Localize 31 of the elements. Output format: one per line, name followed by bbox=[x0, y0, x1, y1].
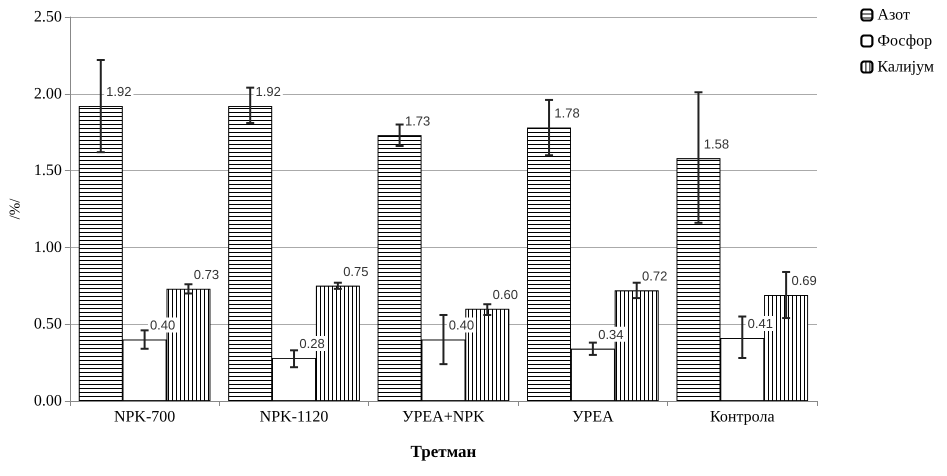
y-tick-label: 1.00 bbox=[34, 238, 62, 256]
data-label: 1.78 bbox=[554, 106, 580, 121]
data-label: 0.41 bbox=[748, 316, 773, 332]
data-label: 0.73 bbox=[194, 266, 220, 282]
y-tick-label: 1.50 bbox=[34, 162, 62, 180]
data-label: 0.60 bbox=[492, 286, 518, 302]
data-label: 0.34 bbox=[598, 326, 624, 342]
legend-label: Калијум bbox=[877, 58, 934, 76]
x-tick-label: NPK-1120 bbox=[260, 408, 328, 426]
x-axis-title: Третман bbox=[410, 442, 477, 461]
y-axis-title: /%/ bbox=[8, 198, 24, 220]
data-label: 0.28 bbox=[299, 336, 325, 351]
y-tick-label: 0.00 bbox=[34, 392, 62, 410]
x-tick-label: Контрола bbox=[710, 408, 775, 426]
data-label: 0.75 bbox=[343, 264, 369, 279]
data-label: 0.40 bbox=[448, 318, 474, 333]
y-tick-label: 0.50 bbox=[34, 316, 62, 333]
x-tick-label: УРЕА bbox=[572, 408, 614, 426]
data-label: 1.58 bbox=[704, 136, 730, 152]
data-label: 0.40 bbox=[150, 318, 176, 333]
y-tick-label: 2.00 bbox=[34, 85, 62, 102]
data-label: 0.69 bbox=[791, 273, 817, 288]
x-tick-label: NPK-700 bbox=[114, 408, 176, 426]
y-tick-label: 2.50 bbox=[34, 8, 62, 26]
data-label: 0.72 bbox=[642, 268, 668, 284]
legend-label: Азот bbox=[877, 6, 910, 24]
data-label: 1.92 bbox=[106, 84, 132, 100]
x-tick-label: УРЕА+NPK bbox=[402, 408, 486, 426]
data-label: 1.92 bbox=[256, 84, 281, 100]
legend-label: Фосфор bbox=[877, 32, 932, 50]
data-label: 1.73 bbox=[404, 113, 430, 128]
